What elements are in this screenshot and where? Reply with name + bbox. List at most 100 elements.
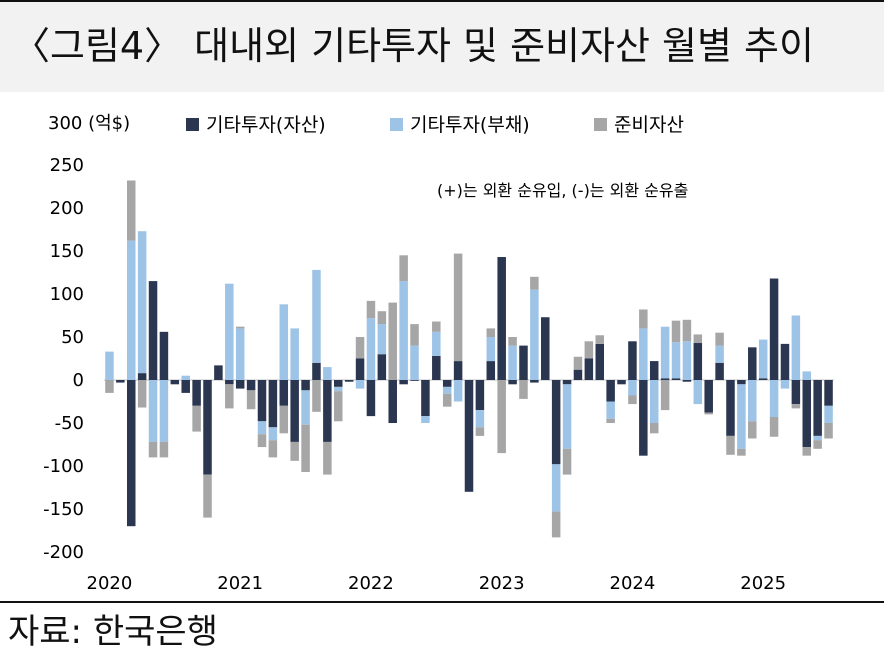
bar-other-liabilities	[159, 380, 169, 442]
legend-label-other-assets: 기타투자(자산)	[206, 114, 326, 136]
bar-other-assets	[464, 380, 474, 492]
bar-reserves	[824, 423, 833, 439]
bar-other-liabilities	[639, 328, 648, 380]
bar-reserves	[399, 255, 408, 282]
bar-other-liabilities	[671, 342, 681, 379]
bar-other-liabilities	[334, 386, 343, 392]
bar-other-assets	[497, 257, 506, 380]
bar-other-assets	[366, 380, 376, 417]
bar-reserves	[334, 391, 343, 422]
x-tick-label: 2023	[479, 573, 525, 594]
chart-bars	[105, 180, 833, 538]
bar-reserves	[159, 441, 169, 458]
bar-other-liabilities	[562, 384, 572, 449]
bar-other-liabilities	[693, 380, 703, 405]
bar-reserves	[769, 416, 779, 437]
bar-other-assets	[628, 341, 637, 380]
y-tick-label: 250	[50, 155, 84, 176]
bar-other-assets	[584, 358, 594, 380]
bar-other-liabilities	[715, 345, 724, 363]
bar-other-liabilities	[126, 240, 136, 380]
bar-other-assets	[432, 355, 441, 380]
bar-other-assets	[475, 380, 485, 411]
legend-swatch-other-assets	[186, 118, 199, 131]
x-tick-label: 2022	[348, 573, 394, 594]
bar-other-assets	[486, 361, 496, 380]
bar-reserves	[486, 328, 496, 337]
bar-other-liabilities	[486, 337, 496, 362]
bar-reserves	[551, 511, 561, 538]
chart-axes: -200 -150 -100 -50 0 50 100 150 200 250 2020 2021 20…	[43, 155, 786, 594]
bar-reserves	[312, 380, 321, 412]
bar-other-liabilities	[301, 390, 310, 425]
bar-other-assets	[246, 380, 256, 391]
bar-other-liabilities	[290, 328, 299, 380]
bar-other-liabilities	[235, 328, 245, 380]
bar-other-assets	[410, 380, 419, 381]
bar-reserves	[693, 334, 703, 344]
bar-other-liabilities	[355, 380, 365, 389]
bar-other-assets	[235, 380, 245, 389]
legend-swatch-reserves	[594, 118, 607, 131]
bar-other-assets	[257, 380, 267, 422]
bar-other-assets	[573, 369, 583, 380]
bar-other-assets	[813, 380, 822, 436]
bar-other-liabilities	[606, 401, 615, 419]
y-tick-label: -150	[43, 499, 84, 520]
y-tick-label: 50	[61, 327, 84, 348]
bar-reserves	[225, 384, 234, 409]
bar-other-liabilities	[410, 345, 419, 380]
bar-other-assets	[802, 380, 812, 448]
bar-other-liabilities	[442, 386, 452, 394]
bar-other-assets	[562, 380, 572, 385]
y-axis-unit-label: 300 (억$)	[48, 113, 130, 134]
bar-other-assets	[421, 380, 430, 417]
bar-other-liabilities	[268, 427, 278, 441]
bar-reserves	[137, 380, 147, 408]
bar-reserves	[628, 395, 637, 405]
bar-reserves	[573, 356, 583, 370]
bar-other-liabilities	[475, 410, 485, 428]
bar-other-liabilities	[257, 421, 267, 435]
bar-other-assets	[726, 380, 735, 436]
bar-other-liabilities	[660, 326, 670, 379]
bar-reserves	[410, 324, 419, 346]
bar-other-assets	[126, 380, 136, 527]
bar-other-liabilities	[748, 380, 757, 422]
bar-other-assets	[334, 380, 343, 387]
y-tick-label: -50	[55, 413, 84, 434]
bar-reserves	[791, 404, 801, 409]
bar-other-assets	[116, 380, 125, 383]
bar-other-assets	[170, 380, 180, 385]
bar-reserves	[105, 380, 114, 393]
bar-other-liabilities	[769, 380, 779, 417]
bar-other-assets	[192, 380, 201, 406]
x-tick-label: 2025	[740, 573, 786, 594]
legend-label-reserves: 준비자산	[614, 114, 684, 136]
bar-other-assets	[453, 361, 463, 380]
bar-reserves	[813, 440, 822, 449]
bar-other-assets	[214, 365, 223, 380]
bar-other-liabilities	[137, 231, 147, 374]
y-tick-label: 100	[50, 284, 84, 305]
bar-other-liabilities	[551, 464, 561, 512]
bar-other-assets	[442, 380, 452, 387]
bar-other-liabilities	[813, 435, 822, 441]
bar-other-assets	[639, 380, 648, 456]
bar-other-assets	[737, 380, 746, 385]
x-tick-label: 2021	[217, 573, 263, 594]
bar-reserves	[301, 424, 310, 473]
bar-reserves	[595, 335, 604, 344]
bar-other-liabilities	[181, 375, 190, 380]
bar-other-assets	[159, 331, 169, 380]
bar-other-liabilities	[780, 380, 790, 389]
bar-other-assets	[290, 380, 299, 442]
bar-reserves	[508, 337, 517, 346]
bar-reserves	[366, 300, 376, 319]
bar-other-liabilities	[649, 380, 659, 423]
bar-other-liabilities	[148, 380, 158, 442]
bar-other-assets	[682, 380, 692, 382]
bar-other-liabilities	[366, 318, 376, 380]
bar-reserves	[737, 448, 746, 456]
chart-annotation: (+)는 외환 순유입, (-)는 외환 순유출	[437, 181, 688, 200]
